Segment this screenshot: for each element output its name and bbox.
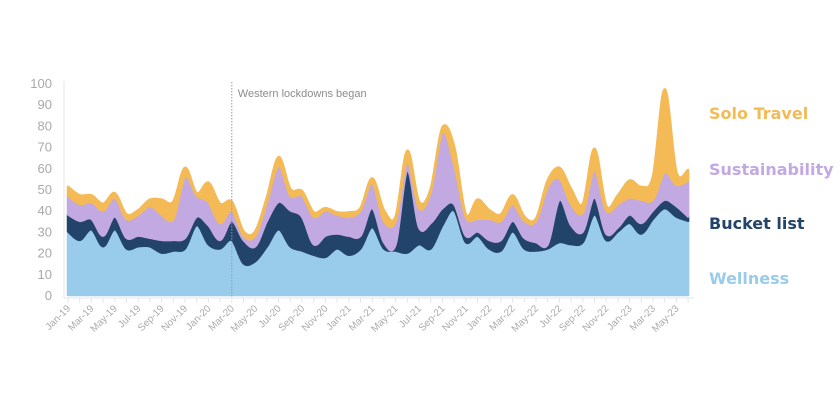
x-tick-label: May-22 xyxy=(510,303,542,335)
legend-bucket-list: Bucket list xyxy=(709,214,805,233)
area-layers xyxy=(66,88,690,297)
y-tick-label: 10 xyxy=(38,267,52,282)
x-tick-label: Nov-20 xyxy=(300,303,331,334)
y-tick-label: 70 xyxy=(38,140,52,155)
y-tick-label: 80 xyxy=(38,118,52,133)
y-tick-label: 60 xyxy=(38,161,52,176)
x-tick-label: Nov-22 xyxy=(581,303,612,334)
x-tick-label: May-20 xyxy=(229,303,261,335)
y-tick-label: 40 xyxy=(38,203,52,218)
y-tick-label: 100 xyxy=(30,76,52,91)
x-tick-label: May-21 xyxy=(369,303,401,335)
x-tick-label: Nov-19 xyxy=(160,303,191,334)
y-tick-label: 30 xyxy=(38,224,52,239)
x-tick-label: May-19 xyxy=(89,303,121,335)
y-tick-label: 50 xyxy=(38,182,52,197)
area-solo-travel xyxy=(66,88,690,241)
y-tick-label: 0 xyxy=(45,288,52,303)
y-tick-label: 90 xyxy=(38,97,52,112)
legend-sustainability: Sustainability xyxy=(709,160,834,179)
x-tick-label: May-23 xyxy=(650,303,682,335)
legend-wellness: Wellness xyxy=(709,269,790,288)
y-tick-label: 20 xyxy=(38,246,52,261)
lockdown-annotation: Western lockdowns began xyxy=(238,88,367,100)
x-tick-label: Nov-21 xyxy=(440,303,471,334)
legend-solo-travel: Solo Travel xyxy=(709,104,809,123)
